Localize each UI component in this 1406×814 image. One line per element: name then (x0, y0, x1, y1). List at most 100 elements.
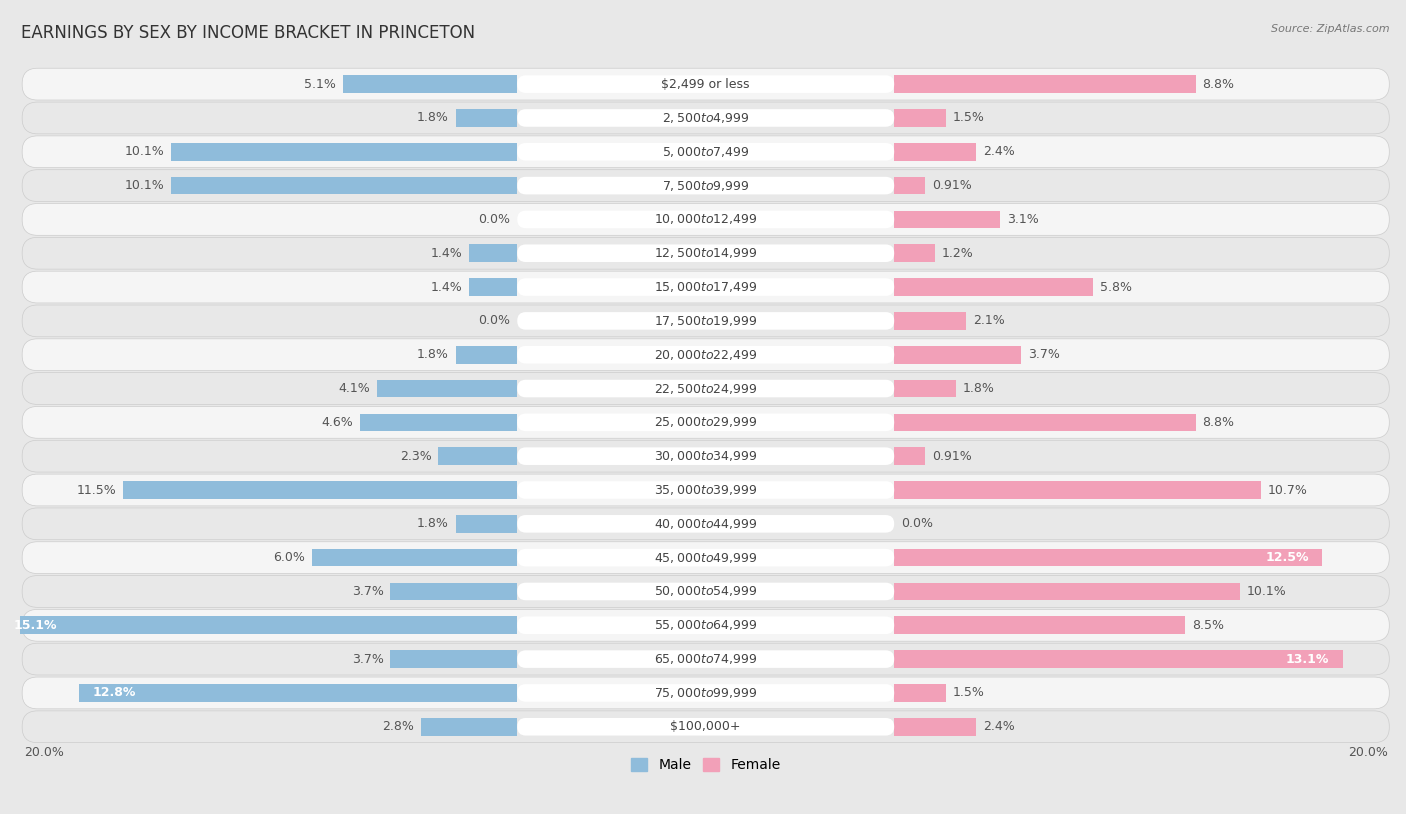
Text: $50,000 to $54,999: $50,000 to $54,999 (654, 584, 758, 598)
FancyBboxPatch shape (517, 549, 894, 567)
Bar (0, 616, 517, 634)
Bar (894, 414, 1195, 431)
Bar (312, 549, 517, 567)
FancyBboxPatch shape (22, 474, 1389, 505)
Text: 1.5%: 1.5% (952, 112, 984, 125)
Text: 3.7%: 3.7% (1028, 348, 1060, 361)
Bar (377, 380, 517, 397)
Text: 1.8%: 1.8% (416, 348, 449, 361)
Text: 10.1%: 10.1% (125, 179, 165, 192)
FancyBboxPatch shape (22, 271, 1389, 303)
Bar (422, 718, 517, 736)
Text: $10,000 to $12,499: $10,000 to $12,499 (654, 212, 758, 226)
Text: 15.1%: 15.1% (14, 619, 58, 632)
FancyBboxPatch shape (517, 109, 894, 127)
Text: 10.7%: 10.7% (1268, 484, 1308, 497)
FancyBboxPatch shape (517, 380, 894, 397)
Text: 11.5%: 11.5% (77, 484, 117, 497)
Text: 5.8%: 5.8% (1099, 281, 1132, 294)
FancyBboxPatch shape (517, 515, 894, 532)
Text: 1.5%: 1.5% (952, 686, 984, 699)
Bar (894, 616, 1185, 634)
Text: $2,499 or less: $2,499 or less (661, 77, 749, 90)
FancyBboxPatch shape (22, 406, 1389, 438)
Legend: Male, Female: Male, Female (626, 753, 786, 777)
FancyBboxPatch shape (22, 305, 1389, 337)
Text: 3.7%: 3.7% (352, 653, 384, 666)
Text: $15,000 to $17,499: $15,000 to $17,499 (654, 280, 758, 294)
Text: 1.4%: 1.4% (430, 281, 463, 294)
Text: 8.8%: 8.8% (1202, 77, 1234, 90)
Bar (894, 109, 946, 127)
Text: $100,000+: $100,000+ (671, 720, 741, 733)
FancyBboxPatch shape (517, 650, 894, 668)
Bar (172, 143, 517, 160)
Text: 0.91%: 0.91% (932, 449, 972, 462)
Bar (124, 481, 517, 499)
Bar (894, 278, 1092, 295)
Bar (894, 244, 935, 262)
Bar (894, 650, 1343, 668)
FancyBboxPatch shape (22, 677, 1389, 709)
FancyBboxPatch shape (517, 211, 894, 228)
Bar (456, 346, 517, 364)
Bar (172, 177, 517, 195)
FancyBboxPatch shape (22, 169, 1389, 202)
Text: $12,500 to $14,999: $12,500 to $14,999 (654, 247, 758, 260)
Text: $25,000 to $29,999: $25,000 to $29,999 (654, 415, 758, 429)
Bar (439, 448, 517, 465)
Text: 4.6%: 4.6% (321, 416, 353, 429)
Text: 8.8%: 8.8% (1202, 416, 1234, 429)
Text: $75,000 to $99,999: $75,000 to $99,999 (654, 686, 758, 700)
FancyBboxPatch shape (22, 508, 1389, 540)
Text: $7,500 to $9,999: $7,500 to $9,999 (662, 178, 749, 193)
Bar (456, 109, 517, 127)
Text: 1.8%: 1.8% (416, 112, 449, 125)
FancyBboxPatch shape (22, 440, 1389, 472)
FancyBboxPatch shape (22, 204, 1389, 235)
Bar (894, 143, 976, 160)
Text: 0.0%: 0.0% (478, 213, 510, 226)
Text: 0.91%: 0.91% (932, 179, 972, 192)
Bar (456, 515, 517, 532)
FancyBboxPatch shape (517, 414, 894, 431)
FancyBboxPatch shape (517, 312, 894, 330)
Text: $5,000 to $7,499: $5,000 to $7,499 (662, 145, 749, 159)
FancyBboxPatch shape (22, 643, 1389, 675)
Text: 2.4%: 2.4% (983, 145, 1015, 158)
Text: 3.1%: 3.1% (1007, 213, 1039, 226)
Text: Source: ZipAtlas.com: Source: ZipAtlas.com (1271, 24, 1389, 34)
FancyBboxPatch shape (22, 136, 1389, 168)
Bar (343, 76, 517, 93)
FancyBboxPatch shape (22, 373, 1389, 405)
Bar (894, 684, 946, 702)
FancyBboxPatch shape (22, 542, 1389, 574)
FancyBboxPatch shape (517, 76, 894, 93)
FancyBboxPatch shape (517, 346, 894, 364)
Text: 12.8%: 12.8% (93, 686, 136, 699)
Text: 20.0%: 20.0% (24, 746, 63, 759)
FancyBboxPatch shape (22, 575, 1389, 607)
Text: 6.0%: 6.0% (273, 551, 305, 564)
Text: $65,000 to $74,999: $65,000 to $74,999 (654, 652, 758, 666)
Bar (894, 549, 1323, 567)
Bar (894, 481, 1261, 499)
Text: $17,500 to $19,999: $17,500 to $19,999 (654, 314, 758, 328)
FancyBboxPatch shape (517, 616, 894, 634)
FancyBboxPatch shape (22, 610, 1389, 641)
Text: 1.8%: 1.8% (416, 518, 449, 531)
Bar (470, 244, 517, 262)
Text: 4.1%: 4.1% (339, 382, 370, 395)
Text: $20,000 to $22,499: $20,000 to $22,499 (654, 348, 758, 361)
FancyBboxPatch shape (517, 448, 894, 465)
FancyBboxPatch shape (22, 339, 1389, 370)
Text: $35,000 to $39,999: $35,000 to $39,999 (654, 483, 758, 497)
FancyBboxPatch shape (517, 718, 894, 736)
Text: 2.3%: 2.3% (399, 449, 432, 462)
Text: 3.7%: 3.7% (352, 585, 384, 598)
FancyBboxPatch shape (22, 238, 1389, 269)
Bar (894, 211, 1001, 228)
Bar (894, 346, 1021, 364)
Bar (894, 448, 925, 465)
Text: 8.5%: 8.5% (1192, 619, 1225, 632)
